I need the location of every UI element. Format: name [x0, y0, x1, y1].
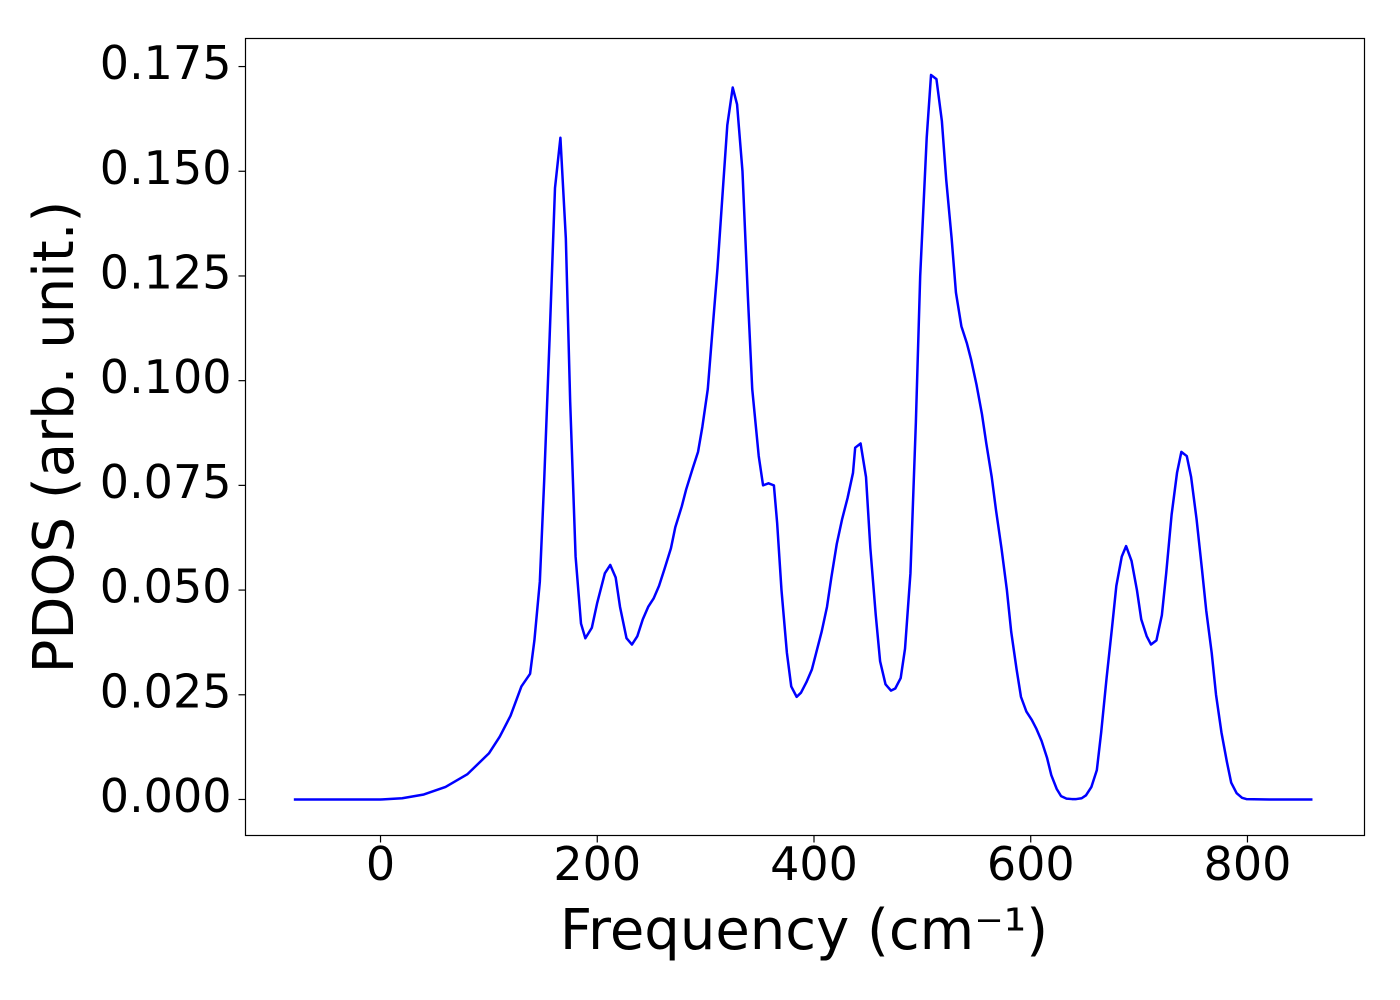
y-tick-label: 0.100 — [100, 350, 232, 404]
x-tick-label: 800 — [1204, 837, 1292, 891]
x-tick-label: 200 — [553, 837, 641, 891]
x-axis-label: Frequency (cm⁻¹) — [560, 898, 1048, 963]
y-tick-label: 0.125 — [100, 245, 232, 299]
data-line — [293, 73, 1313, 801]
y-tick-label: 0.075 — [100, 455, 232, 509]
plot-frame — [244, 37, 1366, 837]
y-tick-label: 0.025 — [100, 664, 232, 718]
x-tick-label: 0 — [366, 837, 395, 891]
y-axis-label: PDOS (arb. unit.) — [22, 201, 87, 674]
y-tick-label: 0.050 — [100, 560, 232, 614]
x-tick-label: 600 — [987, 837, 1075, 891]
y-tick-label: 0.175 — [100, 36, 232, 90]
y-tick-label: 0.000 — [100, 769, 232, 823]
x-tick-label: 400 — [770, 837, 858, 891]
y-tick-label: 0.150 — [100, 141, 232, 195]
